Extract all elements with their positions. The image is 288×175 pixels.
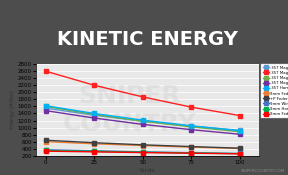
- Line: .357 Mag Hornady American Gunner XTP HP 1.8gr: .357 Mag Hornady American Gunner XTP HP …: [44, 109, 242, 136]
- +P Federal Speer Gold Dot Personal Protection 1.8gr: [92, 142, 96, 144]
- 9mm Federal Personal Defense HP 100gr: [141, 145, 145, 147]
- 9mm Hornady Critical Duty FlexLock 1.25gr: [238, 153, 242, 155]
- Line: .357 Hornady LTX/Monoflex FTX 1.6gr: .357 Hornady LTX/Monoflex FTX 1.6gr: [44, 104, 242, 132]
- 9mm Federal Hydra-Shok Low Recoil 1.8gr: [44, 150, 48, 152]
- .357 Mag Winchester Super X .8gr: [238, 114, 242, 117]
- +P Federal Speer Gold Dot Personal Protection 1.8gr: [44, 139, 48, 141]
- .357 Mag Hornady FTX Critical Defense 1.8gr: [141, 120, 145, 122]
- +P Federal Speer Gold Dot Personal Protection 1.8gr: [190, 146, 193, 148]
- .357 Mag Hornady FTX Critical Defense 1.8gr: [44, 105, 48, 107]
- Line: .357 Mag Winchester Super X .8gr: .357 Mag Winchester Super X .8gr: [44, 69, 242, 117]
- .357 Mag Hornady American Gunner XTP HP 1.8gr: [92, 117, 96, 119]
- .357 Mag Winchester Super X .8gr: [190, 106, 193, 108]
- +P Federal Speer Gold Dot Personal Protection 1.8gr: [238, 147, 242, 149]
- .357 Mag Hornady American Gunner XTP HP 1.8gr: [190, 129, 193, 131]
- .357 Mag Hornady FTX Critical Defense 1.8gr: [190, 126, 193, 128]
- 9mm Federal Personal Defense HP 100gr: [190, 146, 193, 148]
- .357 Mag Federal Personal Defense HP 1.8gr: [141, 120, 145, 122]
- 9mm Hornady Critical Duty FlexLock 1.25gr: [141, 151, 145, 153]
- 9mm Federal Personal Defense HP 100gr: [238, 148, 242, 150]
- Y-axis label: Energy (ft/lbs): Energy (ft/lbs): [10, 90, 15, 129]
- 9mm Win Serbia FMJ 1.8gr: [238, 152, 242, 155]
- Line: .357 Mag Hornady FTX Critical Defense 1.8gr: .357 Mag Hornady FTX Critical Defense 1.…: [44, 105, 242, 134]
- .357 Mag Winchester Super X .8gr: [44, 70, 48, 72]
- .357 Hornady LTX/Monoflex FTX 1.6gr: [141, 119, 145, 121]
- 9mm Win Serbia FMJ 1.8gr: [92, 150, 96, 152]
- Line: 9mm Hornady Critical Duty FlexLock 1.25gr: 9mm Hornady Critical Duty FlexLock 1.25g…: [44, 149, 242, 155]
- 9mm Federal Personal Defense HP 100gr: [92, 143, 96, 145]
- .357 Mag Hornady FTX Critical Defense 1.8gr: [238, 131, 242, 133]
- Line: +P Federal Speer Gold Dot Personal Protection 1.8gr: +P Federal Speer Gold Dot Personal Prote…: [44, 138, 242, 150]
- .357 Mag Hornady American Gunner XTP HP 1.8gr: [141, 123, 145, 125]
- Line: 9mm Federal Personal Defense HP 100gr: 9mm Federal Personal Defense HP 100gr: [44, 140, 242, 150]
- .357 Mag Federal Personal Defense HP 1.8gr: [92, 114, 96, 116]
- Text: KINETIC ENERGY: KINETIC ENERGY: [57, 30, 238, 49]
- .357 Hornady LTX/Monoflex FTX 1.6gr: [190, 125, 193, 127]
- .357 Hornady LTX/Monoflex FTX 1.6gr: [44, 105, 48, 107]
- 9mm Hornady Critical Duty FlexLock 1.25gr: [190, 152, 193, 154]
- .357 Mag Hornady American Gunner XTP HP 1.8gr: [238, 133, 242, 135]
- 9mm Hornady Critical Duty FlexLock 1.25gr: [44, 149, 48, 152]
- .357 Mag Federal Personal Defense HP 1.8gr: [190, 125, 193, 127]
- .357 Mag Winchester Super X .8gr: [141, 96, 145, 98]
- Text: SNIPERCOUNTRY.COM: SNIPERCOUNTRY.COM: [241, 169, 285, 173]
- .357 Mag Winchester Super X .8gr: [92, 84, 96, 86]
- .357 Mag Federal Personal Defense HP 1.8gr: [238, 129, 242, 131]
- 9mm Win Serbia FMJ 1.8gr: [44, 149, 48, 151]
- .357 Mag Hornady FTX Critical Defense 1.8gr: [92, 113, 96, 116]
- .357 Hornady LTX/Monoflex FTX 1.6gr: [92, 112, 96, 114]
- 9mm Federal Hydra-Shok Low Recoil 1.8gr: [238, 153, 242, 155]
- Line: 9mm Federal Hydra-Shok Low Recoil 1.8gr: 9mm Federal Hydra-Shok Low Recoil 1.8gr: [44, 149, 242, 156]
- +P Federal Speer Gold Dot Personal Protection 1.8gr: [141, 144, 145, 146]
- 9mm Federal Hydra-Shok Low Recoil 1.8gr: [92, 151, 96, 153]
- Line: 9mm Win Serbia FMJ 1.8gr: 9mm Win Serbia FMJ 1.8gr: [44, 148, 242, 155]
- X-axis label: Yards: Yards: [139, 168, 156, 173]
- Line: .357 Mag Federal Personal Defense HP 1.8gr: .357 Mag Federal Personal Defense HP 1.8…: [44, 106, 242, 132]
- 9mm Hornady Critical Duty FlexLock 1.25gr: [92, 150, 96, 152]
- 9mm Win Serbia FMJ 1.8gr: [141, 151, 145, 153]
- .357 Hornady LTX/Monoflex FTX 1.6gr: [238, 130, 242, 132]
- 9mm Federal Hydra-Shok Low Recoil 1.8gr: [190, 152, 193, 154]
- 9mm Win Serbia FMJ 1.8gr: [190, 152, 193, 154]
- .357 Mag Hornady American Gunner XTP HP 1.8gr: [44, 110, 48, 112]
- 9mm Federal Hydra-Shok Low Recoil 1.8gr: [141, 152, 145, 154]
- Legend: .357 Mag Federal Personal Defense HP 1.8gr, .357 Mag Winchester Super X .8gr, .3: .357 Mag Federal Personal Defense HP 1.8…: [262, 64, 288, 118]
- Text: SNIPER
COUNTRY: SNIPER COUNTRY: [63, 84, 197, 136]
- .357 Mag Federal Personal Defense HP 1.8gr: [44, 107, 48, 109]
- 9mm Federal Personal Defense HP 100gr: [44, 141, 48, 143]
